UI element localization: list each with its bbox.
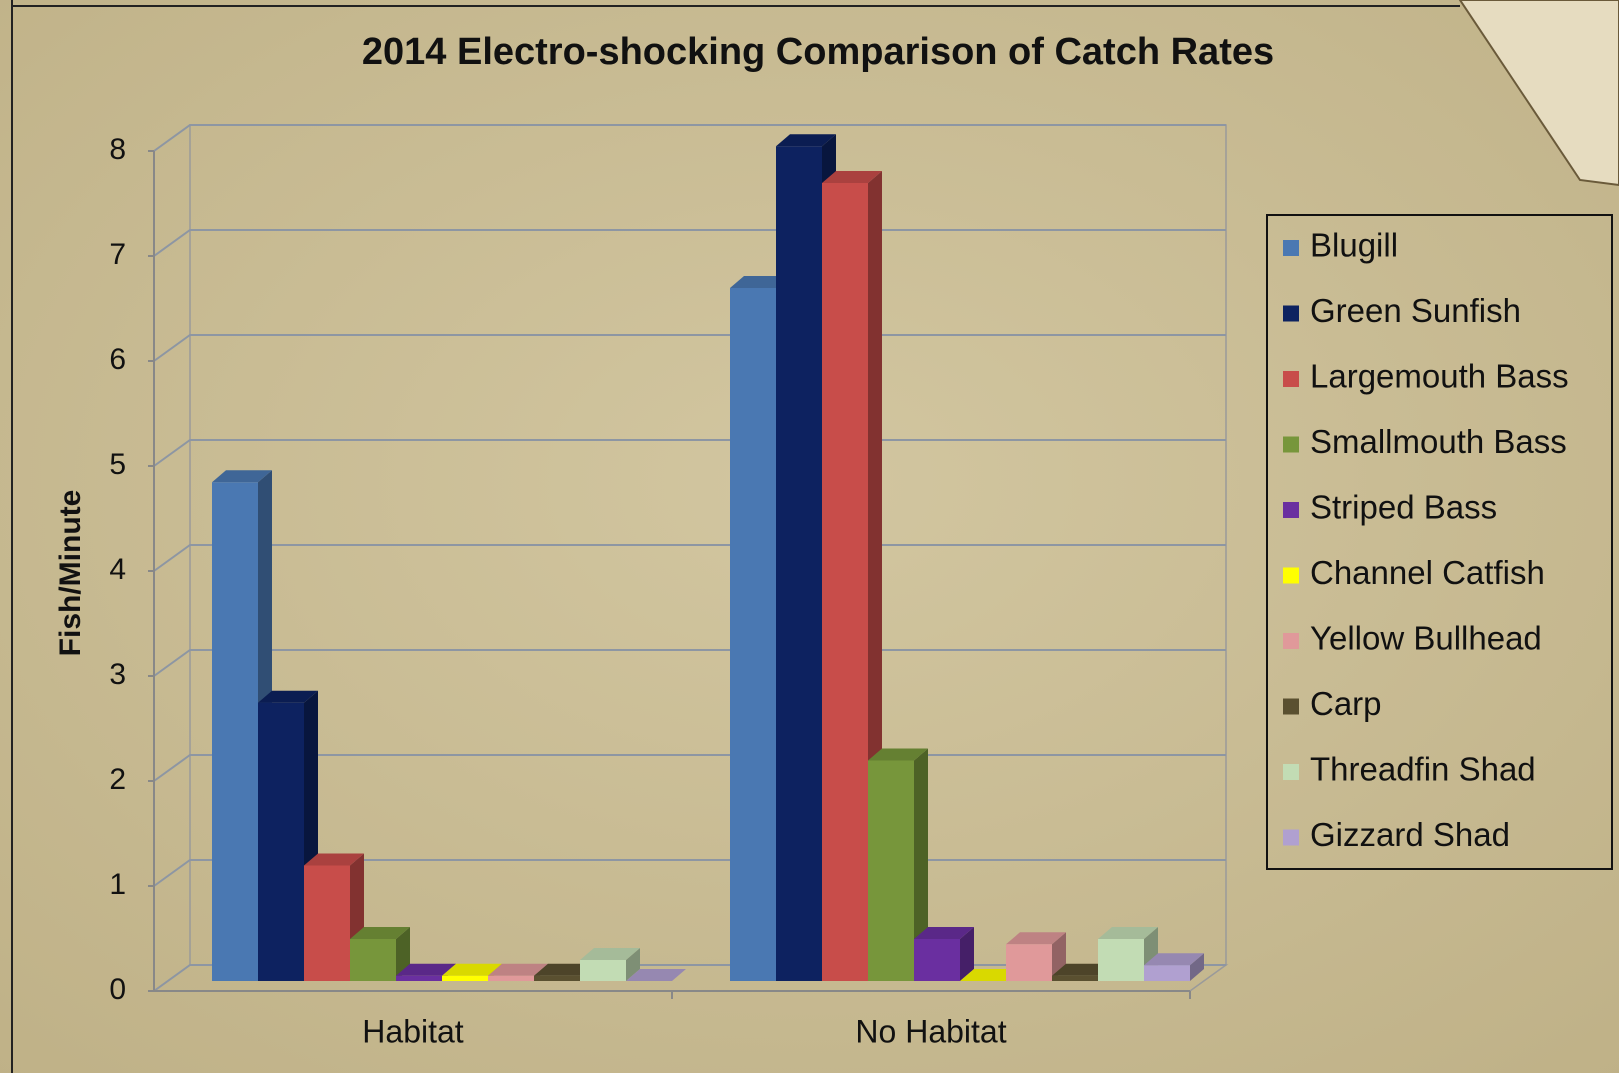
legend-label: Carp	[1310, 685, 1382, 722]
chart: 2014 Electro-shocking Comparison of Catc…	[0, 0, 1619, 1073]
legend-swatch	[1283, 568, 1299, 584]
y-tick-label: 6	[109, 343, 126, 376]
y-axis-label: Fish/Minute	[54, 490, 87, 657]
bar	[304, 866, 350, 982]
bar	[488, 976, 534, 981]
legend-label: Largemouth Bass	[1310, 358, 1569, 395]
legend-swatch	[1283, 437, 1299, 453]
legend-swatch	[1283, 371, 1299, 387]
bar	[212, 482, 258, 981]
y-tick-label: 5	[109, 448, 126, 481]
bar	[914, 939, 960, 981]
bar	[1144, 965, 1190, 981]
bar	[442, 976, 488, 981]
chart-title: 2014 Electro-shocking Comparison of Catc…	[362, 31, 1274, 73]
page: 2014 Electro-shocking Comparison of Catc…	[0, 0, 1619, 1073]
x-tick-label: Habitat	[362, 1013, 464, 1049]
bar	[258, 703, 304, 981]
legend-label: Striped Bass	[1310, 489, 1497, 526]
legend-label: Green Sunfish	[1310, 292, 1521, 329]
y-tick-label: 1	[109, 868, 126, 901]
bar	[396, 976, 442, 981]
legend-swatch	[1283, 502, 1299, 518]
bar	[580, 960, 626, 981]
bar	[822, 183, 868, 981]
legend-label: Yellow Bullhead	[1310, 620, 1542, 657]
legend-swatch	[1283, 306, 1299, 322]
bar	[1098, 939, 1144, 981]
legend-label: Threadfin Shad	[1310, 751, 1536, 788]
y-tick-label: 3	[109, 658, 126, 691]
y-tick-label: 7	[109, 238, 126, 271]
legend-swatch	[1283, 240, 1299, 256]
y-tick-label: 0	[109, 973, 126, 1006]
legend-swatch	[1283, 699, 1299, 715]
legend-swatch	[1283, 633, 1299, 649]
bar	[1052, 976, 1098, 981]
y-tick-label: 8	[109, 133, 126, 166]
bar	[868, 761, 914, 982]
legend-label: Blugill	[1310, 227, 1398, 264]
y-tick-label: 4	[109, 553, 126, 586]
legend-label: Smallmouth Bass	[1310, 423, 1567, 460]
bar	[776, 146, 822, 981]
legend-swatch	[1283, 764, 1299, 780]
bar	[350, 939, 396, 981]
legend-label: Gizzard Shad	[1310, 816, 1510, 853]
legend-label: Channel Catfish	[1310, 554, 1545, 591]
bar	[1006, 944, 1052, 981]
x-tick-label: No Habitat	[855, 1013, 1006, 1049]
legend-swatch	[1283, 830, 1299, 846]
bar	[534, 976, 580, 981]
y-tick-label: 2	[109, 763, 126, 796]
bar	[730, 288, 776, 981]
